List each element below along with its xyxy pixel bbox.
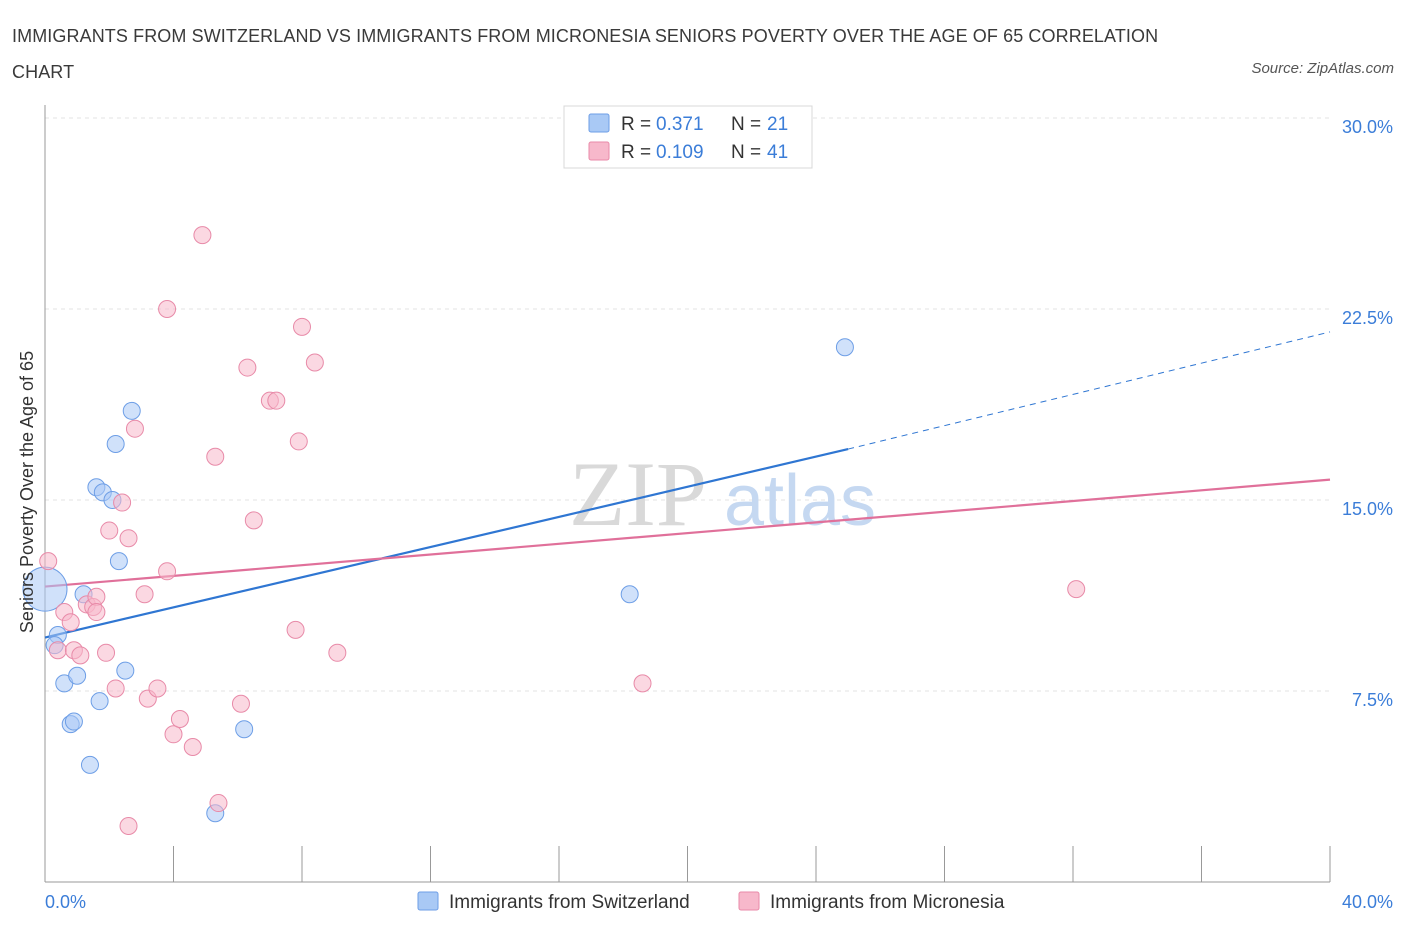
watermark-zip: ZIP bbox=[569, 443, 707, 545]
x-tick-label-max: 40.0% bbox=[1342, 892, 1393, 912]
legend-r-value-2: 0.109 bbox=[656, 142, 704, 163]
point-micronesia bbox=[87, 603, 106, 622]
point-switzerland bbox=[80, 755, 99, 774]
series-legend: Immigrants from Switzerland Immigrants f… bbox=[417, 891, 1005, 913]
point-micronesia bbox=[289, 432, 308, 451]
point-switzerland bbox=[116, 661, 135, 680]
point-micronesia bbox=[206, 447, 225, 466]
legend-n-value-2: 41 bbox=[767, 142, 788, 163]
point-switzerland bbox=[122, 401, 141, 420]
point-micronesia bbox=[633, 674, 652, 693]
point-micronesia bbox=[293, 317, 311, 336]
point-switzerland bbox=[68, 666, 87, 685]
point-switzerland bbox=[106, 434, 125, 453]
point-switzerland bbox=[64, 712, 83, 731]
y-tick-label: 30.0% bbox=[1342, 117, 1393, 137]
point-micronesia bbox=[1067, 580, 1086, 599]
point-micronesia bbox=[87, 587, 106, 606]
axes bbox=[44, 105, 1331, 883]
point-micronesia bbox=[135, 585, 154, 604]
point-micronesia bbox=[119, 529, 138, 548]
legend-r-value-1: 0.371 bbox=[656, 114, 704, 135]
point-micronesia bbox=[170, 710, 189, 729]
trend-line bbox=[44, 478, 1331, 588]
trend-line bbox=[44, 447, 849, 639]
point-micronesia bbox=[125, 419, 144, 438]
point-micronesia bbox=[238, 358, 257, 377]
source-label: Source: ZipAtlas.com bbox=[1251, 60, 1394, 77]
point-micronesia bbox=[158, 562, 177, 581]
point-micronesia bbox=[267, 391, 286, 410]
point-switzerland bbox=[109, 552, 128, 571]
series-legend-swatch-micronesia bbox=[738, 891, 760, 911]
legend-n-label-2: N = bbox=[731, 142, 761, 163]
point-micronesia bbox=[183, 738, 202, 757]
point-micronesia bbox=[209, 794, 228, 813]
series-legend-swatch-switzerland bbox=[417, 891, 439, 911]
legend-n-value-1: 21 bbox=[767, 114, 788, 135]
y-tick-label: 22.5% bbox=[1342, 308, 1393, 328]
point-micronesia bbox=[100, 521, 119, 540]
correlation-legend: R = 0.371 N = 21 R = 0.109 N = 41 bbox=[563, 105, 813, 169]
legend-swatch-micronesia bbox=[588, 141, 610, 161]
trend-lines bbox=[44, 331, 1331, 639]
point-switzerland bbox=[620, 585, 639, 604]
point-micronesia bbox=[148, 679, 167, 698]
series-legend-label-micronesia: Immigrants from Micronesia bbox=[770, 892, 1005, 913]
point-micronesia bbox=[113, 493, 132, 512]
point-switzerland bbox=[235, 720, 254, 739]
point-micronesia bbox=[39, 552, 58, 571]
y-axis-label: Seniors Poverty Over the Age of 65 bbox=[17, 351, 37, 633]
point-micronesia bbox=[158, 300, 177, 318]
legend-r-label-2: R = bbox=[621, 142, 651, 163]
point-switzerland bbox=[835, 338, 854, 357]
point-micronesia bbox=[286, 620, 305, 639]
point-micronesia bbox=[164, 725, 183, 744]
legend-r-label-1: R = bbox=[621, 114, 651, 135]
x-tick-label-min: 0.0% bbox=[45, 892, 86, 912]
point-micronesia bbox=[71, 646, 90, 665]
point-micronesia bbox=[305, 353, 324, 372]
y-tick-label: 15.0% bbox=[1342, 499, 1393, 519]
y-tick-label: 7.5% bbox=[1352, 690, 1393, 710]
point-switzerland bbox=[90, 692, 109, 711]
point-micronesia bbox=[97, 643, 116, 662]
y-tick-labels: 7.5% 15.0% 22.5% 30.0% bbox=[1342, 117, 1393, 710]
point-micronesia bbox=[61, 613, 80, 632]
data-points bbox=[22, 226, 1086, 835]
grid-lines bbox=[45, 117, 1330, 692]
point-micronesia bbox=[119, 816, 138, 835]
legend-swatch-switzerland bbox=[588, 113, 610, 133]
chart-title: IMMIGRANTS FROM SWITZERLAND VS IMMIGRANT… bbox=[12, 26, 1159, 82]
point-micronesia bbox=[231, 694, 250, 713]
point-micronesia bbox=[244, 511, 263, 530]
legend-n-label-1: N = bbox=[731, 114, 761, 135]
point-micronesia bbox=[328, 643, 347, 662]
point-micronesia bbox=[106, 679, 125, 698]
point-micronesia bbox=[193, 226, 212, 245]
point-micronesia bbox=[48, 641, 67, 660]
series-legend-label-switzerland: Immigrants from Switzerland bbox=[449, 892, 690, 913]
trend-line-extension bbox=[848, 331, 1331, 450]
